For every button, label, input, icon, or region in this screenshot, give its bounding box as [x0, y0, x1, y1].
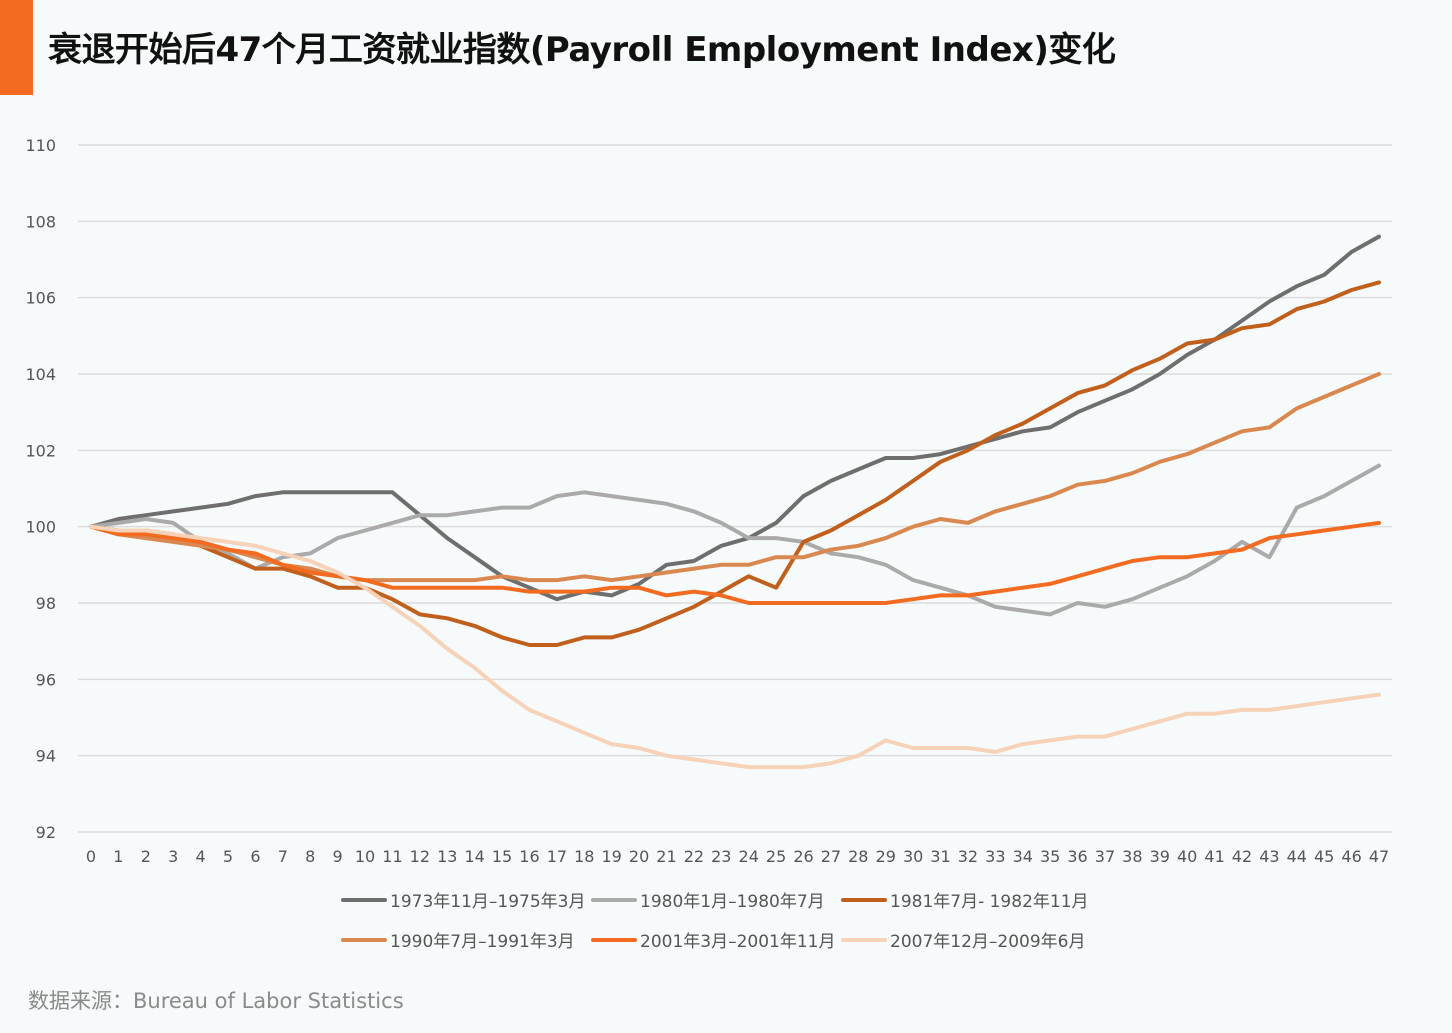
- legend-label: 2007年12月–2009年6月: [890, 932, 1085, 952]
- series-line-6: [89, 524, 1381, 770]
- data-source-note: 数据来源：Bureau of Labor Statistics: [28, 989, 404, 1013]
- y-tick-label: 100: [25, 518, 56, 537]
- x-tick-label: 12: [410, 847, 430, 866]
- x-tick-label: 25: [766, 847, 786, 866]
- x-tick-label: 19: [602, 847, 622, 866]
- legend-label: 2001年3月–2001年11月: [640, 932, 835, 952]
- x-tick-label: 16: [519, 847, 539, 866]
- legend-item-3: 1981年7月- 1982年11月: [841, 892, 1089, 912]
- series-line-3: [89, 280, 1381, 647]
- x-tick-label: 17: [547, 847, 567, 866]
- x-tick-label: 29: [876, 847, 896, 866]
- x-tick-label: 30: [903, 847, 923, 866]
- x-tick-label: 33: [985, 847, 1005, 866]
- x-tick-label: 10: [355, 847, 375, 866]
- legend-item-1: 1973年11月–1975年3月: [341, 892, 585, 912]
- x-tick-label: 42: [1232, 847, 1252, 866]
- x-tick-label: 21: [656, 847, 676, 866]
- y-tick-label: 98: [36, 594, 56, 613]
- x-tick-label: 22: [684, 847, 704, 866]
- x-tick-label: 3: [168, 847, 178, 866]
- x-tick-label: 8: [305, 847, 315, 866]
- chart-title: 衰退开始后47个月工资就业指数(Payroll Employment Index…: [48, 30, 1116, 70]
- x-tick-label: 24: [739, 847, 759, 866]
- x-tick-label: 26: [793, 847, 813, 866]
- x-tick-label: 11: [382, 847, 402, 866]
- legend-item-2: 1980年1月–1980年7月: [591, 892, 825, 912]
- series-line-1: [89, 234, 1381, 602]
- legend-label: 1990年7月–1991年3月: [390, 932, 575, 952]
- y-axis-tick-labels: 92 94 96 98 100 102 104 106 108 110: [25, 136, 56, 842]
- x-tick-label: 35: [1040, 847, 1060, 866]
- x-tick-label: 23: [711, 847, 731, 866]
- x-tick-label: 40: [1177, 847, 1197, 866]
- x-tick-label: 2: [141, 847, 151, 866]
- x-tick-label: 41: [1204, 847, 1224, 866]
- series-line-5: [89, 520, 1381, 605]
- x-tick-label: 36: [1067, 847, 1087, 866]
- x-axis-tick-labels: 0 1 2 3 4 5 6 7 8 9 10 11 12 13 14 15 16 17 18 19 20 21 22 23 24…: [86, 847, 1389, 866]
- x-tick-label: 4: [196, 847, 206, 866]
- series-line-2: [89, 463, 1381, 617]
- x-tick-label: 14: [464, 847, 484, 866]
- x-tick-label: 45: [1314, 847, 1334, 866]
- x-tick-label: 34: [1013, 847, 1033, 866]
- x-tick-label: 39: [1150, 847, 1170, 866]
- x-tick-label: 1: [113, 847, 123, 866]
- x-tick-label: 7: [278, 847, 288, 866]
- x-tick-label: 37: [1095, 847, 1115, 866]
- x-tick-label: 13: [437, 847, 457, 866]
- x-tick-label: 38: [1122, 847, 1142, 866]
- x-tick-label: 28: [848, 847, 868, 866]
- x-tick-label: 32: [958, 847, 978, 866]
- x-tick-label: 31: [930, 847, 950, 866]
- y-tick-label: 92: [36, 823, 56, 842]
- x-tick-label: 0: [86, 847, 96, 866]
- legend-item-5: 2001年3月–2001年11月: [591, 932, 835, 952]
- title-accent-bar: [0, 0, 33, 95]
- series-lines: [89, 234, 1381, 770]
- x-tick-label: 43: [1259, 847, 1279, 866]
- legend-label: 1973年11月–1975年3月: [390, 892, 585, 912]
- x-tick-label: 18: [574, 847, 594, 866]
- x-tick-label: 15: [492, 847, 512, 866]
- x-tick-label: 5: [223, 847, 233, 866]
- grid-lines: [78, 144, 1392, 833]
- legend-label: 1980年1月–1980年7月: [640, 892, 825, 912]
- legend-label: 1981年7月- 1982年11月: [890, 892, 1089, 912]
- series-line-4: [89, 372, 1381, 583]
- x-tick-label: 20: [629, 847, 649, 866]
- y-tick-label: 108: [25, 212, 56, 231]
- y-tick-label: 96: [36, 670, 56, 689]
- x-tick-label: 27: [821, 847, 841, 866]
- legend-item-6: 2007年12月–2009年6月: [841, 932, 1085, 952]
- y-tick-label: 102: [25, 441, 56, 460]
- x-tick-label: 47: [1369, 847, 1389, 866]
- x-tick-label: 46: [1341, 847, 1361, 866]
- y-tick-label: 104: [25, 365, 56, 384]
- x-tick-label: 44: [1287, 847, 1307, 866]
- legend: 1973年11月–1975年3月 1980年1月–1980年7月 1981年7月- …: [341, 892, 1089, 952]
- x-tick-label: 6: [250, 847, 260, 866]
- x-tick-label: 9: [333, 847, 343, 866]
- y-tick-label: 110: [25, 136, 56, 155]
- y-tick-label: 106: [25, 289, 56, 308]
- y-tick-label: 94: [36, 747, 56, 766]
- legend-item-4: 1990年7月–1991年3月: [341, 932, 575, 952]
